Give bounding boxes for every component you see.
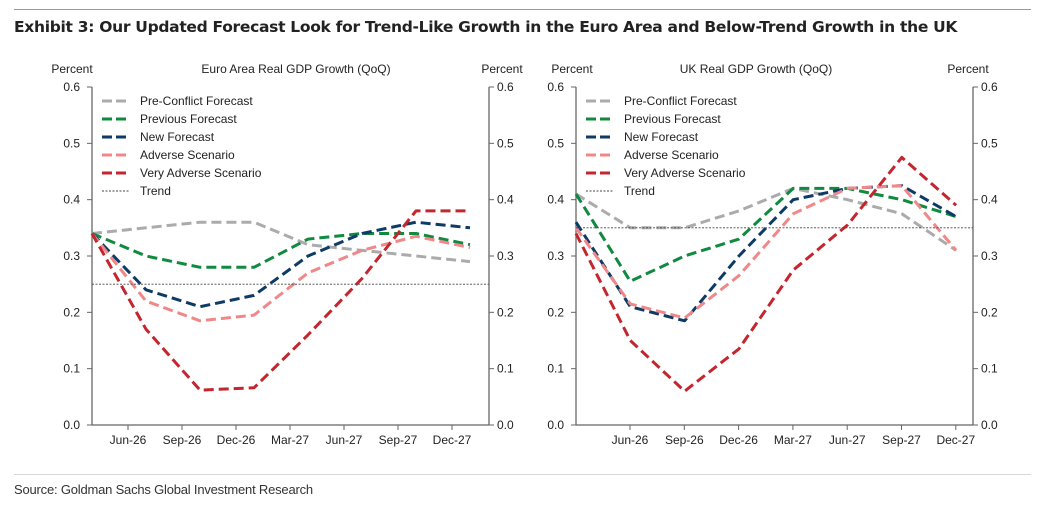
right-y-tick-label: 0.6 bbox=[981, 80, 998, 94]
legend-label-very-adverse-scenario: Very Adverse Scenario bbox=[140, 166, 262, 180]
x-tick-label: Sep-26 bbox=[665, 433, 704, 447]
left-y-tick-label: 0.6 bbox=[63, 80, 80, 94]
uk-gdp-chart: UK Real GDP Growth (QoQ) Percent Percent 0.… bbox=[540, 58, 1000, 448]
legend-label-adverse-scenario: Adverse Scenario bbox=[140, 148, 235, 162]
right-y-tick-label: 0.1 bbox=[497, 362, 514, 376]
right-y-tick-label: 0.2 bbox=[981, 305, 998, 319]
x-tick-label: Dec-27 bbox=[936, 433, 975, 447]
series-line-very-adverse-scenario bbox=[574, 155, 958, 393]
x-tick-label: Dec-27 bbox=[433, 433, 472, 447]
left-y-tick-label: 0.5 bbox=[547, 136, 564, 150]
left-y-tick-label: 0.1 bbox=[547, 362, 564, 376]
x-tick-label: Dec-26 bbox=[719, 433, 758, 447]
left-y-tick-label: 0.0 bbox=[547, 418, 564, 432]
legend-label-trend: Trend bbox=[624, 184, 655, 198]
left-y-tick-label: 0.0 bbox=[63, 418, 80, 432]
right-y-tick-label: 0.3 bbox=[981, 249, 998, 263]
left-y-tick-label: 0.6 bbox=[547, 80, 564, 94]
left-y-tick-label: 0.2 bbox=[63, 305, 80, 319]
series-line-pre-conflict-forecast bbox=[91, 220, 471, 264]
exhibit-title: Exhibit 3: Our Updated Forecast Look for… bbox=[14, 18, 958, 36]
right-y-tick-label: 0.0 bbox=[497, 418, 514, 432]
legend-label-previous-forecast: Previous Forecast bbox=[140, 112, 237, 126]
source-note: Source: Goldman Sachs Global Investment … bbox=[14, 482, 313, 497]
legend-label-previous-forecast: Previous Forecast bbox=[624, 112, 721, 126]
right-y-tick-label: 0.1 bbox=[981, 362, 998, 376]
series-line-adverse-scenario bbox=[90, 232, 471, 323]
legend-label-new-forecast: New Forecast bbox=[140, 130, 215, 144]
series-line-very-adverse-scenario bbox=[90, 209, 470, 392]
right-y-tick-label: 0.4 bbox=[981, 193, 998, 207]
legend-label-pre-conflict-forecast: Pre-Conflict Forecast bbox=[140, 94, 253, 108]
legend-label-adverse-scenario: Adverse Scenario bbox=[624, 148, 719, 162]
series-line-new-forecast bbox=[574, 184, 957, 323]
left-y-tick-label: 0.2 bbox=[547, 305, 564, 319]
x-tick-label: Jun-26 bbox=[110, 433, 147, 447]
right-y-tick-label: 0.5 bbox=[981, 136, 998, 150]
right-axis-title: Percent bbox=[481, 62, 523, 76]
right-y-tick-label: 0.2 bbox=[497, 305, 514, 319]
bottom-rule bbox=[14, 474, 1031, 475]
left-y-tick-label: 0.3 bbox=[63, 249, 80, 263]
legend-label-trend: Trend bbox=[140, 184, 171, 198]
right-y-tick-label: 0.6 bbox=[497, 80, 514, 94]
left-y-tick-label: 0.4 bbox=[547, 193, 564, 207]
uk-gdp-chart-svg: UK Real GDP Growth (QoQ) Percent Percent 0.… bbox=[547, 62, 998, 447]
right-y-tick-label: 0.5 bbox=[497, 136, 514, 150]
series-line-previous-forecast bbox=[91, 232, 471, 269]
x-tick-label: Mar-27 bbox=[774, 433, 812, 447]
x-tick-label: Sep-26 bbox=[163, 433, 202, 447]
x-tick-label: Dec-26 bbox=[217, 433, 256, 447]
legend-label-new-forecast: New Forecast bbox=[624, 130, 699, 144]
left-axis-title: Percent bbox=[51, 62, 93, 76]
x-tick-label: Jun-26 bbox=[612, 433, 649, 447]
right-y-tick-label: 0.0 bbox=[981, 418, 998, 432]
legend-label-very-adverse-scenario: Very Adverse Scenario bbox=[624, 166, 746, 180]
top-rule bbox=[14, 9, 1031, 10]
euro-area-gdp-chart: Euro Area Real GDP Growth (QoQ) Percent Pe… bbox=[40, 58, 540, 448]
right-y-tick-label: 0.4 bbox=[497, 193, 514, 207]
x-tick-label: Sep-27 bbox=[882, 433, 921, 447]
left-y-tick-label: 0.4 bbox=[63, 193, 80, 207]
x-tick-label: Jun-27 bbox=[829, 433, 866, 447]
left-y-tick-label: 0.1 bbox=[63, 362, 80, 376]
right-y-tick-label: 0.3 bbox=[497, 249, 514, 263]
x-tick-label: Sep-27 bbox=[379, 433, 418, 447]
chart-title: UK Real GDP Growth (QoQ) bbox=[680, 62, 832, 76]
left-axis-title: Percent bbox=[551, 62, 593, 76]
series-line-pre-conflict-forecast bbox=[575, 186, 957, 252]
left-y-tick-label: 0.5 bbox=[63, 136, 80, 150]
euro-area-gdp-chart-svg: Euro Area Real GDP Growth (QoQ) Percent Pe… bbox=[51, 62, 523, 447]
series-line-adverse-scenario bbox=[574, 184, 958, 320]
legend-label-pre-conflict-forecast: Pre-Conflict Forecast bbox=[624, 94, 737, 108]
series-line-previous-forecast bbox=[574, 186, 957, 283]
right-axis-title: Percent bbox=[947, 62, 989, 76]
x-tick-label: Jun-27 bbox=[326, 433, 363, 447]
chart-title: Euro Area Real GDP Growth (QoQ) bbox=[201, 62, 390, 76]
x-tick-label: Mar-27 bbox=[271, 433, 309, 447]
left-y-tick-label: 0.3 bbox=[547, 249, 564, 263]
